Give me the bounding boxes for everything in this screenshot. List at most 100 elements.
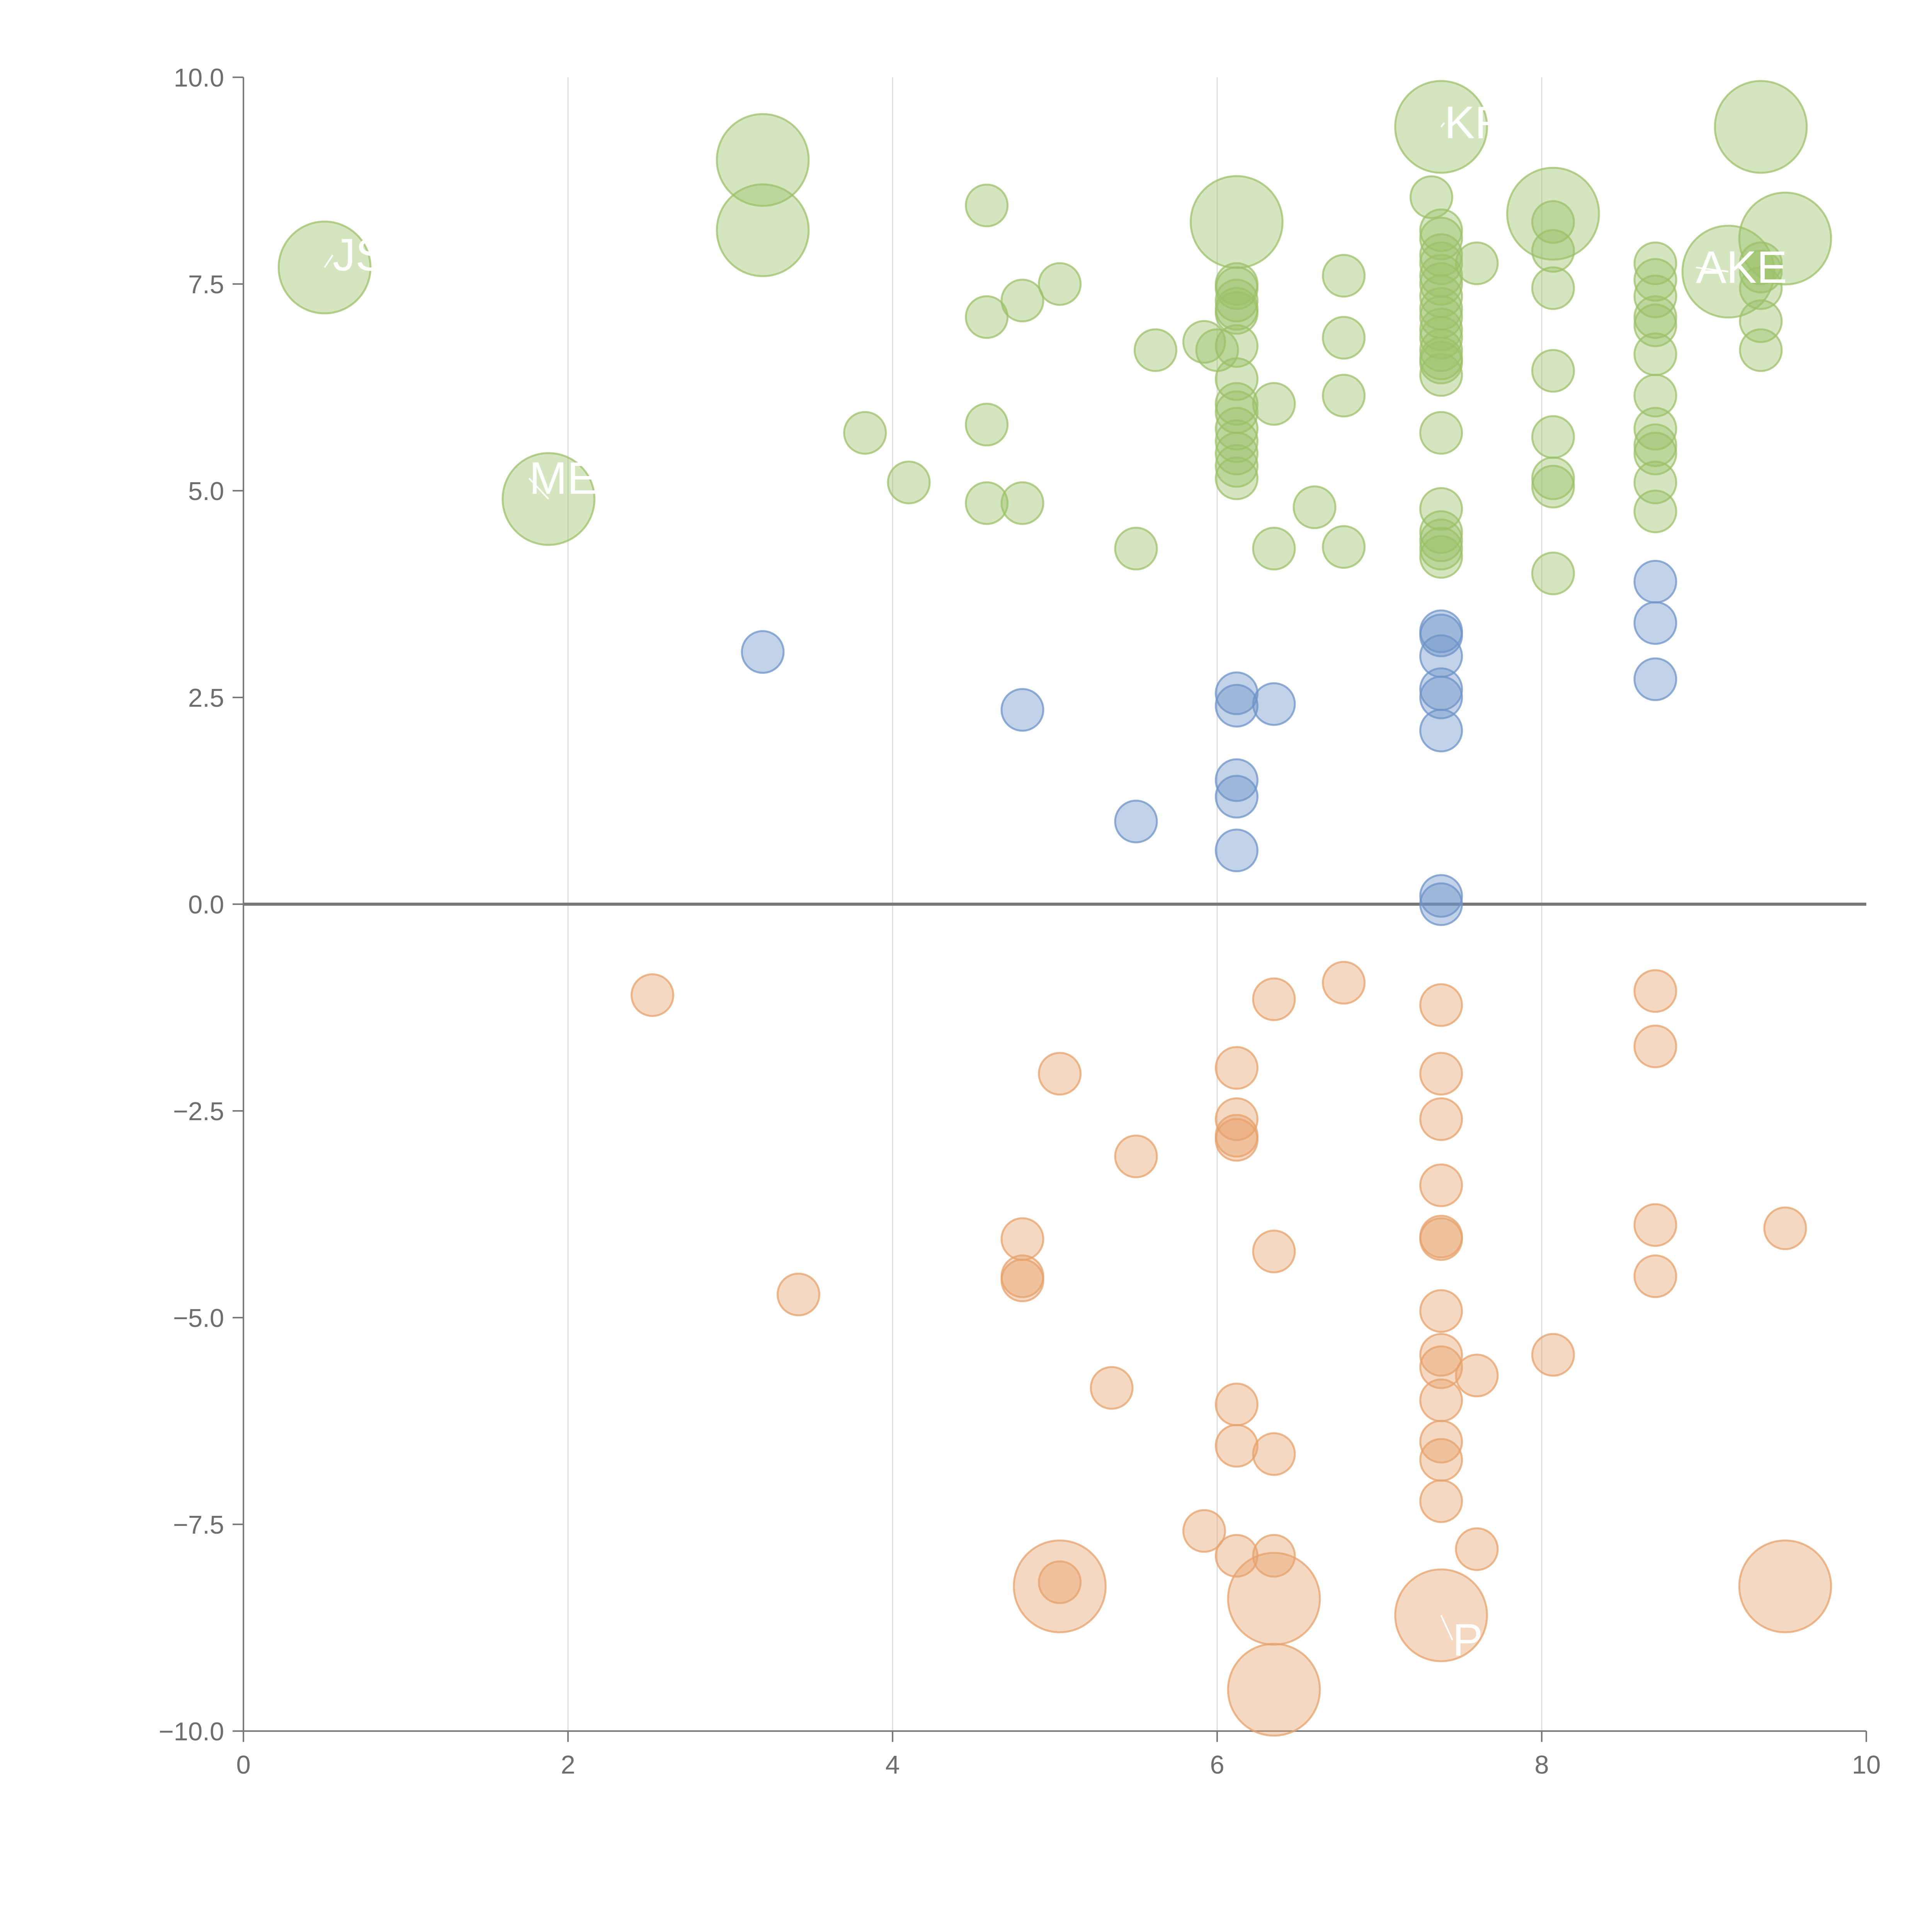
annotation-leader <box>528 478 549 500</box>
bubble-negative <box>1419 1333 1463 1377</box>
bubble-positive <box>716 113 810 207</box>
bubble-positive <box>1739 266 1783 310</box>
bubble-negative <box>1419 1097 1463 1141</box>
bubble-positive <box>1252 527 1296 571</box>
bubble-negative <box>1419 1345 1463 1389</box>
bubble-positive <box>965 295 1009 339</box>
bubble-positive <box>1190 175 1284 269</box>
annotation-label: KR <box>1444 97 1508 148</box>
bubble-negative <box>1038 1052 1082 1096</box>
bubble-positive <box>1738 192 1832 286</box>
bubble-negative <box>1455 1527 1499 1571</box>
bubble-negative <box>1013 1539 1107 1633</box>
bubble-negative <box>1252 1534 1296 1578</box>
y-tick-label: −7.5 <box>173 1510 224 1539</box>
bubble-positive <box>1419 216 1463 260</box>
bubble-negative <box>1419 1163 1463 1208</box>
bubble-negative <box>1252 1230 1296 1274</box>
bubble-negative <box>1633 1254 1677 1298</box>
bubble-positive <box>1114 527 1158 571</box>
bubble-negative <box>1227 1643 1321 1737</box>
y-tick-label: −10.0 <box>158 1717 224 1746</box>
bubble-neutral <box>1214 828 1259 872</box>
bubble-positive <box>1531 415 1575 459</box>
bubble-negative <box>1531 1333 1575 1377</box>
bubble-neutral <box>741 630 785 674</box>
bubble-positive <box>1531 349 1575 393</box>
x-tick-label: 6 <box>1210 1750 1224 1779</box>
bubble-positive <box>1506 167 1600 261</box>
bubble-positive <box>1409 175 1453 219</box>
bubble-positive <box>716 183 810 277</box>
bubble-negative <box>1182 1509 1226 1553</box>
bubble-positive <box>1214 291 1259 335</box>
bubble-positive <box>1419 411 1463 455</box>
bubble-negative <box>1214 1046 1259 1090</box>
bubble-positive <box>1633 490 1677 533</box>
bubble-negative <box>1419 983 1463 1027</box>
bubble-negative <box>630 973 674 1017</box>
bubble-positive <box>1633 332 1677 376</box>
bubble-labels: JS ME KR AKE P <box>324 97 1787 1666</box>
bubble-negative <box>1633 969 1677 1013</box>
bubble-neutral <box>1419 882 1463 926</box>
bubble-neutral <box>1214 671 1259 715</box>
bubble-positive <box>965 481 1009 525</box>
bubble-negative <box>1419 1378 1463 1422</box>
bubble-positive <box>1322 525 1366 569</box>
annotation-label: JS <box>333 230 386 281</box>
bubble-positive <box>1531 229 1575 273</box>
bubble-positive <box>1633 242 1677 285</box>
bubble-positive <box>1419 262 1463 306</box>
bubble-positive <box>1419 487 1463 531</box>
bubble-positive <box>1133 328 1177 372</box>
bubble-negative <box>1227 1552 1321 1646</box>
bubble-neutral <box>1214 775 1259 819</box>
bubble-positive <box>1214 419 1259 463</box>
bubble-positive <box>843 411 887 455</box>
y-tick-label: −5.0 <box>173 1304 224 1333</box>
bubble-neutral <box>1252 682 1296 726</box>
bubble-neutral <box>1214 684 1259 728</box>
axes: 10.0 7.5 5.0 2.5 0.0 −2.5 −5.0 −7.5 −10.0 0 2 4 6 8 10 <box>158 63 1881 1779</box>
bubble-positive <box>1322 316 1366 360</box>
bubble-positive <box>1633 407 1677 451</box>
x-tick-label: 8 <box>1534 1750 1549 1779</box>
bubble-negative <box>776 1272 820 1316</box>
bubble-neutral <box>1114 799 1158 844</box>
bubble-negative <box>1038 1560 1082 1604</box>
x-tick-label: 2 <box>561 1750 575 1779</box>
bubble-negative <box>1214 1424 1259 1468</box>
bubble-positive <box>1633 258 1677 302</box>
bubble-positive <box>1531 464 1575 509</box>
y-tick-label: 5.0 <box>188 477 224 506</box>
x-tick-label: 10 <box>1852 1750 1881 1779</box>
bubble-negative <box>1419 1420 1463 1464</box>
bubble-positive <box>1322 374 1366 418</box>
y-tick-label: 0.0 <box>188 890 224 919</box>
bubble-positive <box>1739 328 1783 372</box>
bubble-negative <box>1252 977 1296 1021</box>
annotation-label: ME <box>529 453 597 504</box>
bubble-neutral <box>1633 560 1677 604</box>
bubble-positive <box>1214 357 1259 401</box>
bubble-negative <box>1214 1118 1259 1162</box>
bubble-negative <box>1419 1052 1463 1096</box>
bubble-negative <box>1090 1366 1134 1410</box>
bubble-positive <box>1455 242 1499 285</box>
bubble-negative <box>1000 1259 1044 1303</box>
annotation-leader <box>324 255 333 268</box>
bubble-positive <box>887 461 931 505</box>
bubble-positive <box>965 184 1009 228</box>
bubble-negative <box>1252 1432 1296 1476</box>
x-tick-label: 0 <box>236 1750 250 1779</box>
annotation-label: P <box>1452 1615 1483 1666</box>
bubble-neutral <box>1419 709 1463 753</box>
bubble-negative <box>1633 1024 1677 1068</box>
bubble-positive <box>1633 374 1677 418</box>
bubble-negative <box>1738 1539 1832 1633</box>
bubble-positive <box>1000 279 1044 323</box>
bubble-neutral <box>1633 601 1677 645</box>
y-tick-label: 7.5 <box>188 270 224 299</box>
